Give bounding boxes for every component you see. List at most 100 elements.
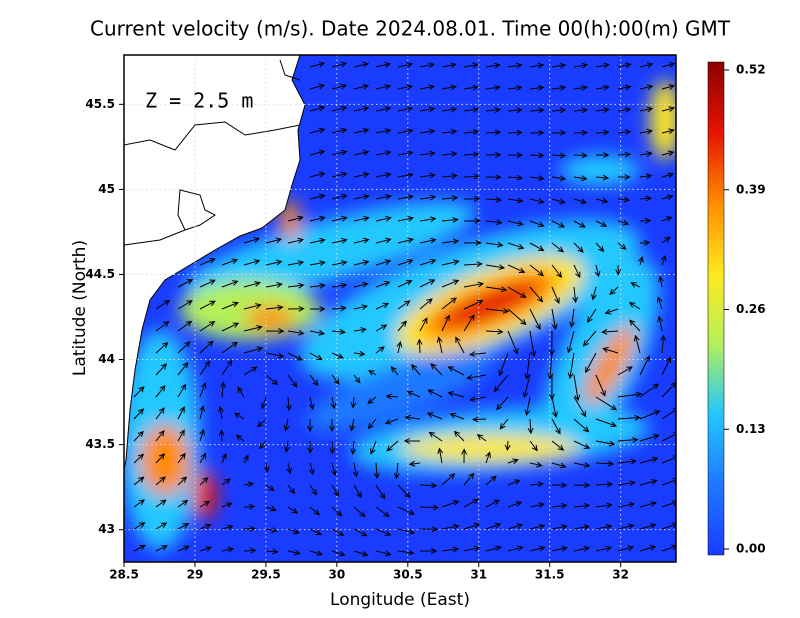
arrow [485, 451, 491, 464]
arrow [133, 544, 146, 552]
arrow [661, 356, 672, 376]
arrow [221, 546, 235, 553]
arrow [177, 545, 190, 552]
arrow [287, 484, 296, 495]
y-tick-label: 45.5 [85, 97, 115, 111]
arrow [573, 175, 588, 182]
arrow [660, 254, 667, 266]
arrow [155, 453, 166, 464]
arrow [551, 440, 565, 451]
arrow [155, 522, 168, 530]
arrow [551, 107, 567, 114]
arrow [133, 453, 145, 464]
arrow [463, 151, 480, 158]
arrow [309, 149, 326, 156]
arrow [404, 414, 421, 421]
arrow [397, 215, 415, 222]
arrow [595, 62, 610, 69]
arrow [309, 83, 326, 90]
arrow [595, 460, 615, 467]
arrow [661, 106, 676, 112]
arrow [375, 506, 390, 518]
arrow [551, 62, 567, 69]
arrow [485, 499, 500, 508]
arrow [485, 84, 501, 91]
colorbar [707, 61, 725, 556]
arrow [441, 216, 459, 223]
arrow [617, 545, 635, 552]
arrow [367, 418, 377, 430]
arrow [595, 152, 610, 158]
arrow [307, 418, 313, 433]
x-tick-label: 31 [470, 568, 487, 582]
arrow [441, 238, 460, 245]
arrow [331, 462, 337, 477]
arrow [353, 327, 367, 333]
arrow [397, 506, 416, 515]
arrow [428, 431, 443, 442]
arrow [353, 259, 370, 266]
arrow [522, 374, 531, 399]
arrow [524, 396, 531, 416]
arrow [507, 129, 523, 136]
arrow [309, 260, 326, 267]
arrow [507, 545, 524, 552]
arrow [177, 476, 188, 486]
arrow [353, 550, 369, 557]
arrow [629, 319, 641, 332]
arrow [573, 84, 589, 91]
arrow [199, 428, 205, 442]
depth-annotation: Z = 2.5 m [145, 89, 253, 113]
colorbar-tick-label: 0.13 [736, 422, 766, 436]
arrow [331, 506, 343, 517]
arrow [385, 393, 399, 400]
arrow [524, 352, 531, 380]
arrow [617, 480, 636, 487]
arrow [263, 462, 270, 474]
arrow [284, 440, 290, 453]
arrow [221, 322, 240, 332]
arrow [529, 523, 546, 530]
arrow [331, 260, 348, 266]
arrow [485, 129, 502, 136]
arrow [307, 440, 314, 454]
arrow [485, 107, 501, 114]
arrow [441, 546, 460, 553]
arrow [353, 83, 370, 90]
arrow [661, 522, 676, 530]
arrow [551, 482, 568, 489]
arrow [573, 220, 586, 228]
arrow [573, 462, 591, 469]
arrow [617, 366, 633, 376]
arrow [177, 429, 185, 442]
arrow [617, 391, 643, 398]
arrow [447, 391, 465, 398]
arrow [529, 481, 545, 488]
arrow [397, 106, 414, 113]
arrow [529, 242, 545, 251]
arrow [331, 374, 340, 385]
arrow [498, 352, 509, 377]
arrow [419, 128, 436, 135]
arrow [661, 544, 676, 552]
arrow [476, 433, 487, 442]
arrow [485, 264, 506, 271]
arrow [331, 484, 340, 497]
arrow [441, 62, 457, 69]
arrow [507, 84, 523, 91]
arrow [485, 62, 501, 69]
arrow [617, 62, 632, 69]
arrow [375, 280, 391, 288]
arrow [287, 329, 305, 336]
arrow [463, 472, 475, 486]
arrow [639, 433, 660, 442]
arrow [353, 215, 370, 222]
arrow [485, 475, 497, 486]
arrow [368, 369, 377, 376]
arrow [390, 366, 399, 376]
arrow [353, 105, 370, 112]
arrow [595, 197, 609, 204]
arrow [419, 298, 433, 310]
x-axis-label: Longitude (East) [330, 590, 470, 610]
arrow [309, 374, 319, 387]
